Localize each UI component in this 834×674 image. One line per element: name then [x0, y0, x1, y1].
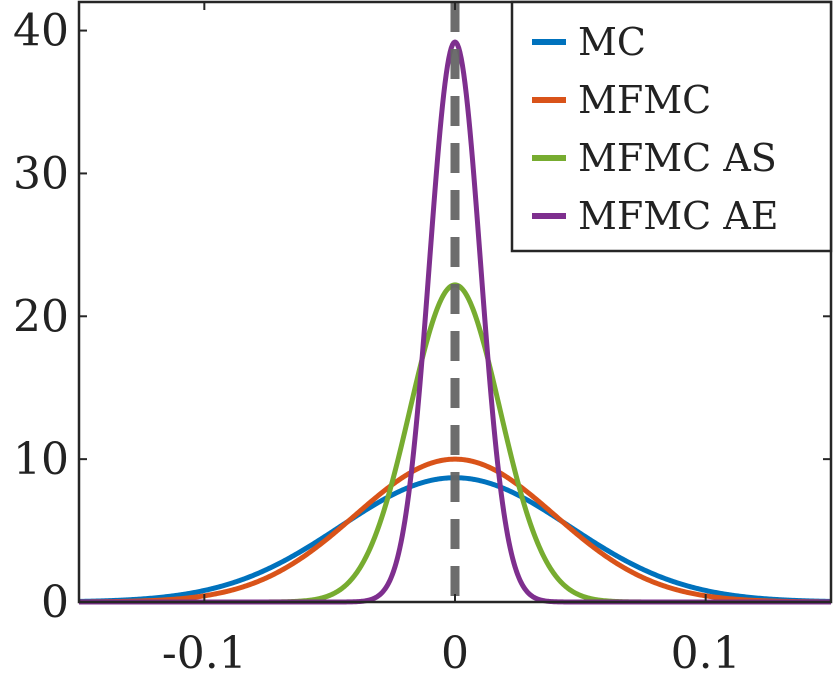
- y-tick-label: 30: [13, 148, 69, 199]
- legend-label: MFMC AS: [578, 136, 777, 180]
- legend-label: MFMC: [578, 78, 711, 122]
- y-tick-label: 0: [41, 577, 69, 628]
- legend-label: MC: [578, 20, 646, 64]
- x-tick-label: 0: [441, 628, 469, 674]
- legend-label: MFMC AE: [578, 194, 779, 238]
- y-tick-label: 40: [13, 6, 69, 57]
- axes-layer: 0 10 20 30 40 -0.1 0 0.1: [13, 0, 833, 674]
- y-tick-label: 10: [13, 434, 69, 485]
- legend: MC MFMC MFMC AS MFMC AE: [510, 0, 833, 253]
- x-tick-label: 0.1: [671, 628, 741, 674]
- x-tick-label: -0.1: [162, 628, 247, 674]
- y-tick-label: 20: [13, 291, 69, 342]
